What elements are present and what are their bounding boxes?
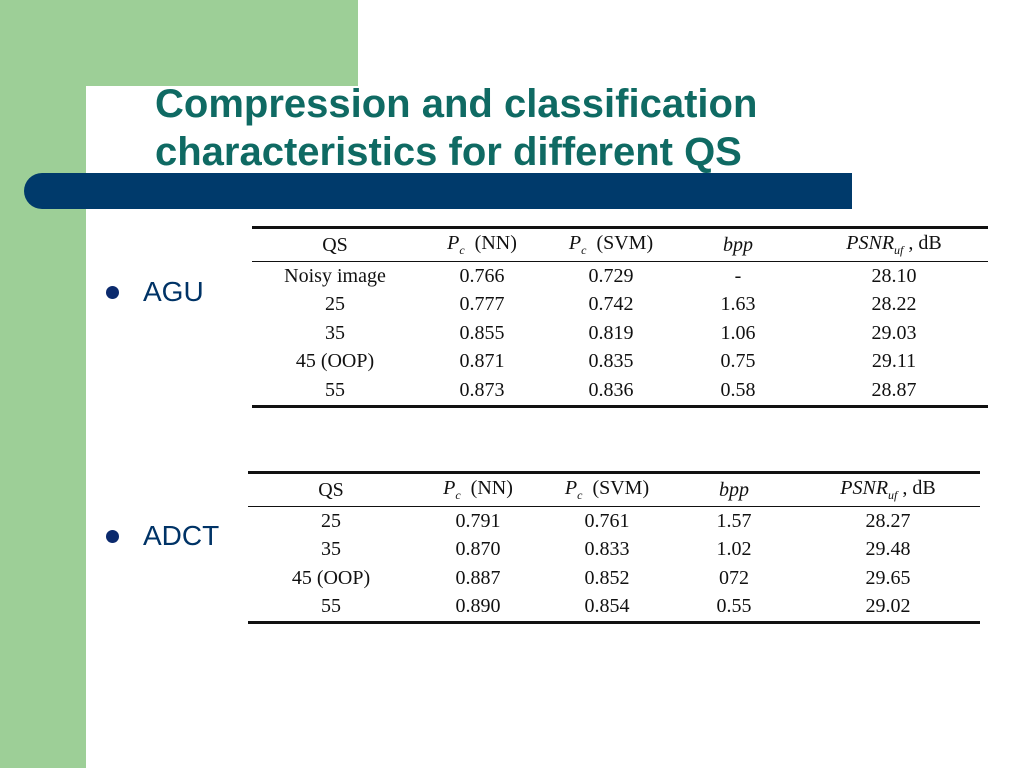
header-bpp: bpp [672, 471, 796, 507]
slide-title: Compression and classification character… [155, 80, 935, 176]
table-row: 35 0.870 0.833 1.02 29.48 [248, 536, 980, 565]
title-line-2: characteristics for different QS [155, 130, 742, 174]
cell-psnr: 29.03 [871, 321, 917, 344]
header-pc-svm: Pc (SVM) [542, 471, 672, 507]
header-qs: QS [252, 226, 418, 262]
table-row: 55 0.890 0.854 0.55 29.02 [248, 592, 980, 624]
cell-bpp: 1.06 [720, 321, 756, 344]
cell-psnr: 28.27 [865, 509, 911, 532]
header-pc-svm: Pc (SVM) [546, 226, 676, 262]
table-row: 35 0.855 0.819 1.06 29.03 [252, 319, 988, 348]
cell-psnr: 28.87 [800, 376, 988, 408]
table-row: Noisy image 0.766 0.729 - 28.10 [252, 262, 988, 291]
cell-pc-svm: 0.833 [584, 538, 630, 561]
cell-bpp: 1.63 [720, 293, 756, 316]
table-row: 45 (OOP) 0.871 0.835 0.75 29.11 [252, 348, 988, 377]
cell-qs: 25 [321, 509, 341, 532]
cell-bpp: 072 [719, 566, 749, 589]
cell-psnr: 28.10 [871, 264, 917, 287]
table-row: 45 (OOP) 0.887 0.852 072 29.65 [248, 564, 980, 593]
cell-qs: 55 [252, 376, 418, 408]
cell-bpp: 0.58 [676, 376, 800, 408]
cell-bpp: - [734, 264, 742, 287]
cell-pc-nn: 0.777 [459, 293, 505, 316]
cell-psnr: 29.48 [865, 538, 911, 561]
cell-pc-nn: 0.870 [455, 538, 501, 561]
green-top-panel [0, 0, 358, 86]
header-psnr: PSNRuf , dB [796, 471, 980, 507]
title-underline-bar [24, 173, 852, 209]
cell-pc-svm: 0.835 [588, 350, 634, 373]
cell-pc-svm: 0.742 [588, 293, 634, 316]
cell-qs: 35 [321, 538, 341, 561]
table-row: 25 0.791 0.761 1.57 28.27 [248, 507, 980, 536]
cell-pc-svm: 0.761 [584, 509, 630, 532]
cell-pc-svm: 0.854 [542, 592, 672, 624]
cell-bpp: 0.75 [720, 350, 756, 373]
cell-pc-nn: 0.791 [455, 509, 501, 532]
cell-psnr: 29.65 [865, 566, 911, 589]
header-pc-nn: Pc (NN) [418, 226, 546, 262]
cell-pc-svm: 0.729 [588, 264, 634, 287]
header-psnr: PSNRuf , dB [800, 226, 988, 262]
cell-pc-svm: 0.836 [546, 376, 676, 408]
cell-bpp: 1.57 [716, 509, 752, 532]
cell-psnr: 29.11 [871, 350, 917, 373]
cell-pc-nn: 0.855 [459, 321, 505, 344]
header-pc-nn: Pc (NN) [414, 471, 542, 507]
cell-qs: 35 [325, 321, 345, 344]
cell-bpp: 0.55 [672, 592, 796, 624]
title-line-1: Compression and classification [155, 82, 758, 126]
cell-psnr: 28.22 [871, 293, 917, 316]
cell-bpp: 1.02 [716, 538, 752, 561]
cell-qs: 45 (OOP) [291, 566, 371, 589]
cell-pc-svm: 0.819 [588, 321, 634, 344]
table-header-row: QS Pc (NN) Pc (SVM) bpp PSNRuf , dB [248, 471, 980, 507]
table-header-row: QS Pc (NN) Pc (SVM) bpp PSNRuf , dB [252, 226, 988, 262]
table-row: 55 0.873 0.836 0.58 28.87 [252, 376, 988, 408]
bullet-dot-icon [106, 530, 119, 543]
cell-psnr: 29.02 [796, 592, 980, 624]
adct-results-table: QS Pc (NN) Pc (SVM) bpp PSNRuf , dB 25 0… [248, 471, 980, 624]
content-corner-curve [86, 86, 146, 146]
cell-qs: 55 [248, 592, 414, 624]
cell-qs: 45 (OOP) [295, 350, 375, 373]
agu-results-table: QS Pc (NN) Pc (SVM) bpp PSNRuf , dB Nois… [252, 226, 988, 408]
cell-pc-nn: 0.890 [414, 592, 542, 624]
header-qs: QS [248, 471, 414, 507]
cell-qs: Noisy image [284, 264, 386, 287]
table-row: 25 0.777 0.742 1.63 28.22 [252, 291, 988, 320]
green-side-panel [0, 0, 86, 768]
cell-qs: 25 [325, 293, 345, 316]
cell-pc-nn: 0.871 [459, 350, 505, 373]
bullet-dot-icon [106, 286, 119, 299]
cell-pc-svm: 0.852 [584, 566, 630, 589]
header-bpp: bpp [676, 226, 800, 262]
cell-pc-nn: 0.887 [455, 566, 501, 589]
cell-pc-nn: 0.766 [459, 264, 505, 287]
bullet-label: ADCT [143, 520, 220, 551]
bullet-label: AGU [143, 276, 204, 307]
cell-pc-nn: 0.873 [418, 376, 546, 408]
